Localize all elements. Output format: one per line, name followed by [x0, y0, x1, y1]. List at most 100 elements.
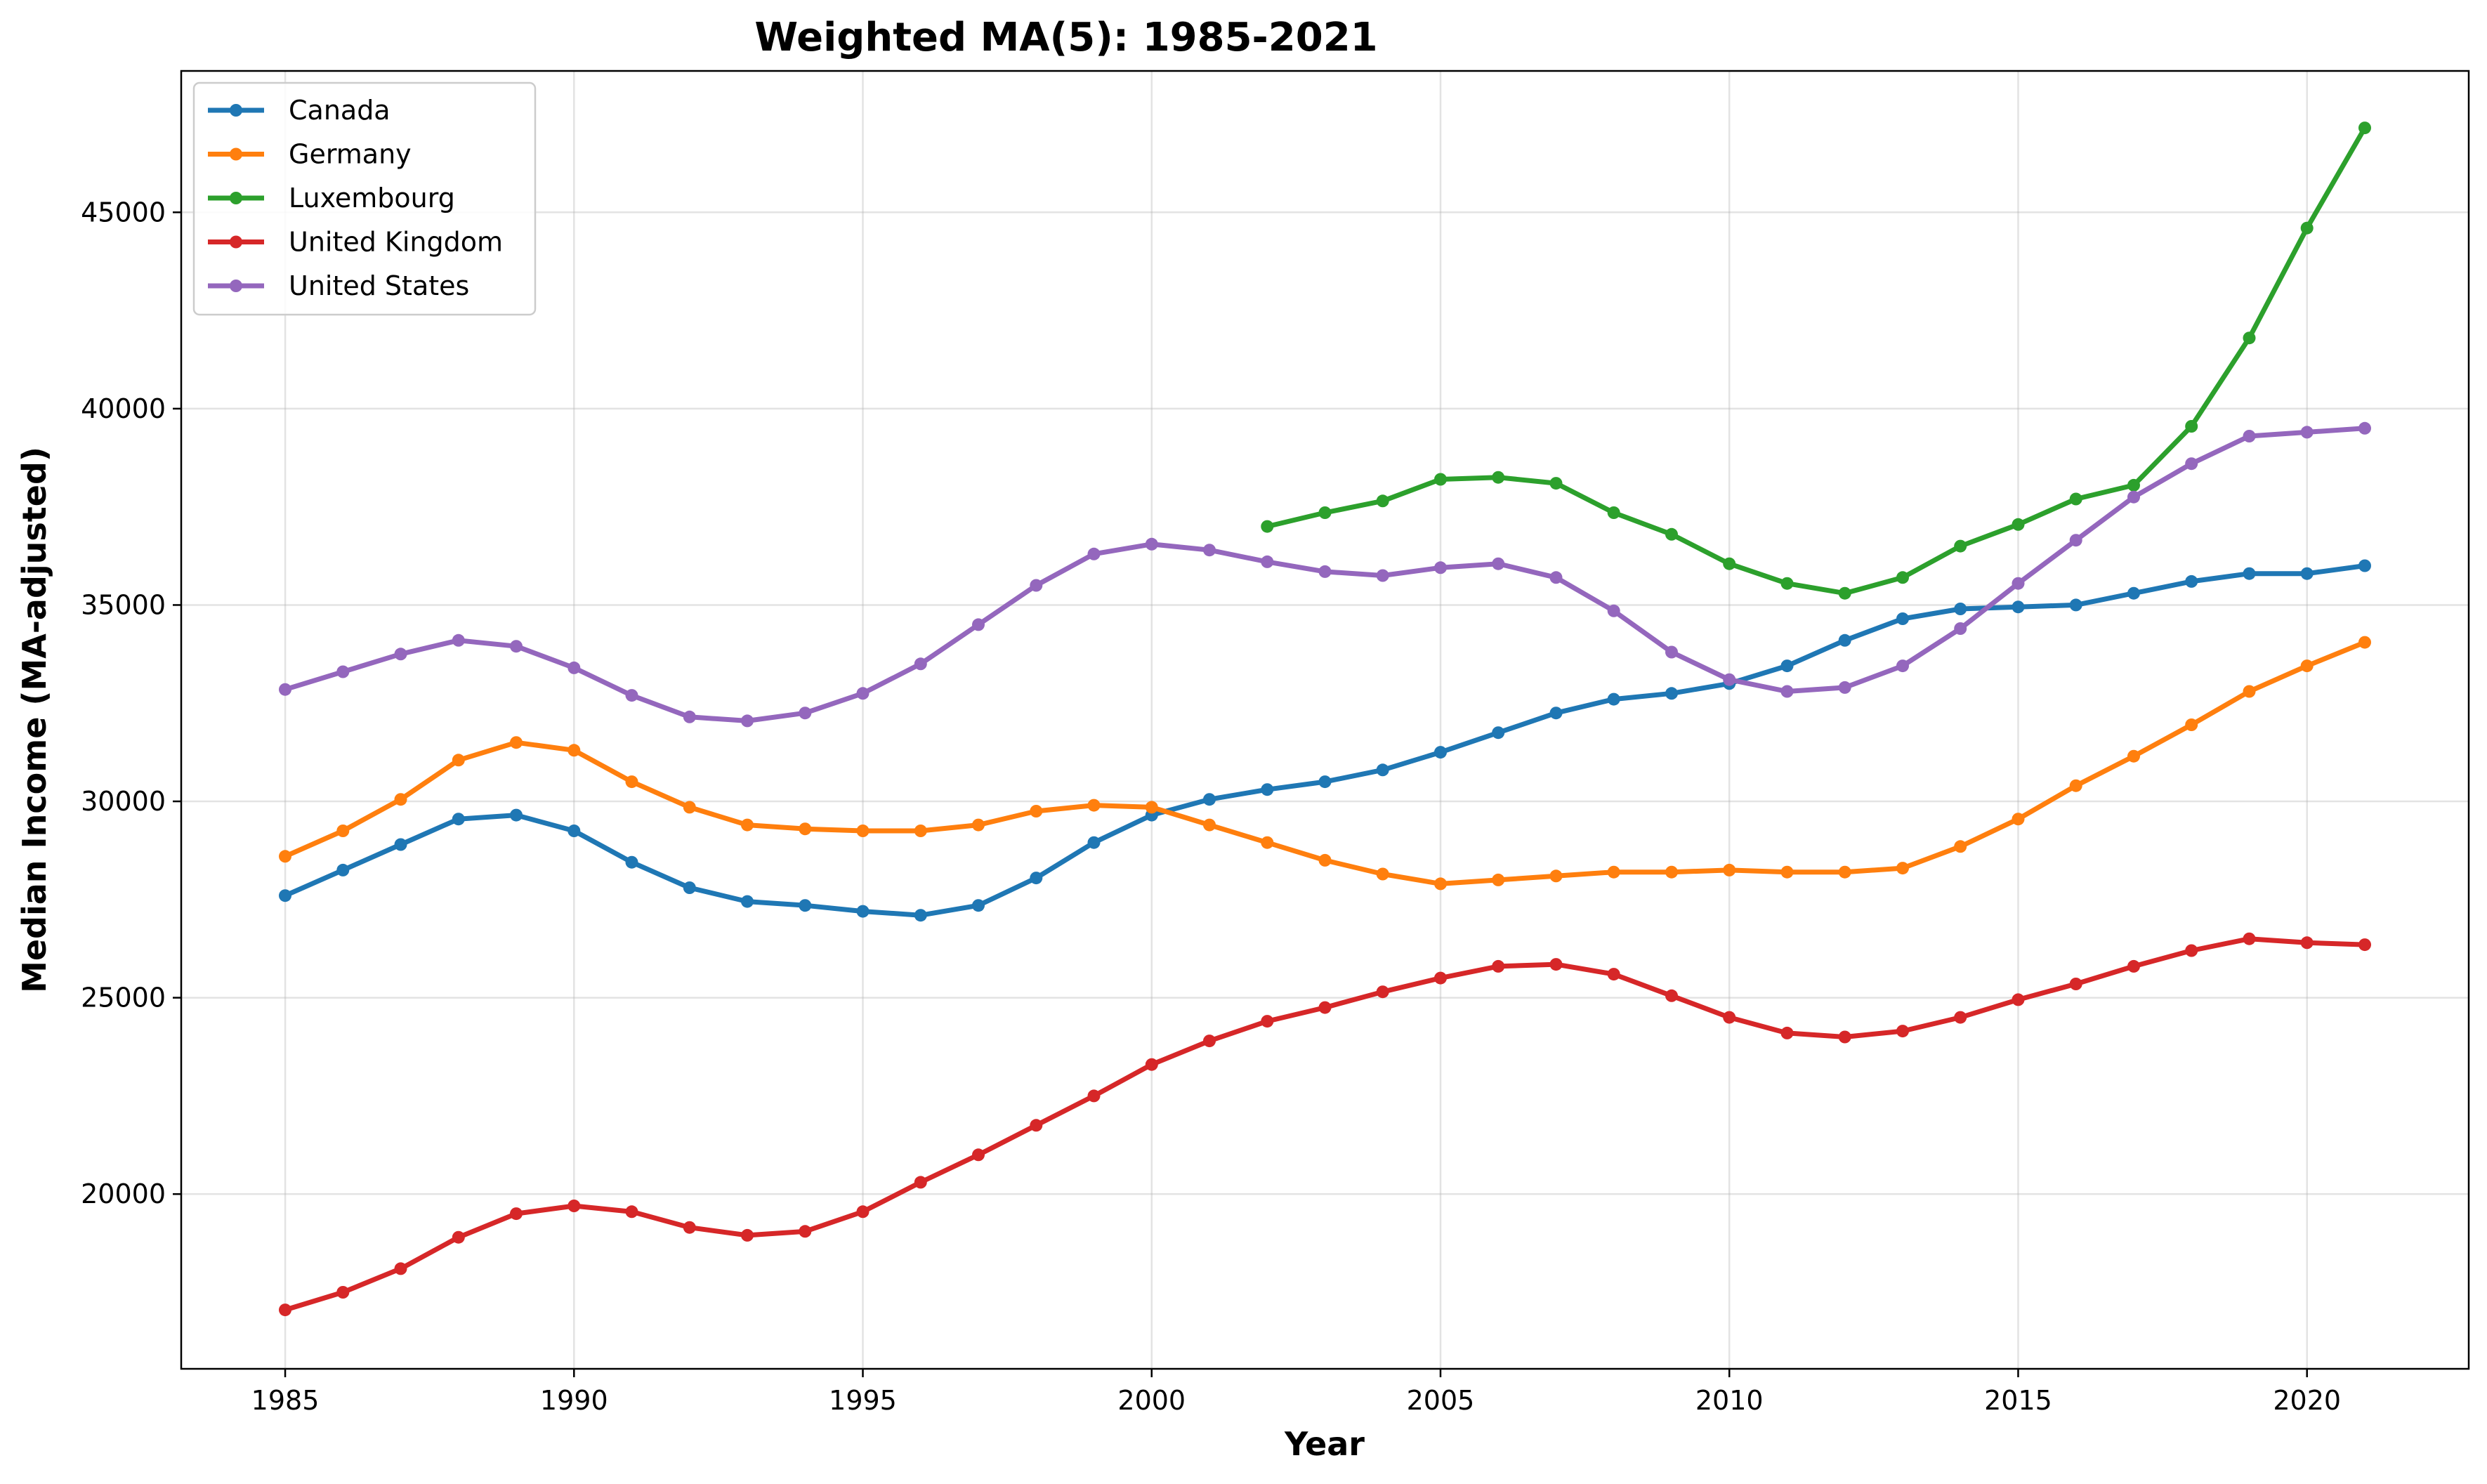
series-united-states [279, 421, 2371, 728]
data-point-canada [1087, 836, 1101, 849]
legend: Canada Germany Luxembourg United Kingdom Uni… [192, 81, 537, 316]
data-point-canada [1896, 612, 1909, 625]
data-point-germany [567, 744, 581, 757]
data-point-germany [1318, 853, 1332, 867]
data-point-germany [1261, 836, 1274, 849]
data-point-germany [2012, 813, 2025, 826]
data-point-united-kingdom [2243, 932, 2256, 945]
data-point-united-kingdom [1492, 959, 1505, 973]
data-point-luxembourg [2300, 221, 2314, 235]
data-point-united-states [452, 633, 465, 647]
x-tick-label: 1985 [251, 1385, 320, 1416]
data-point-germany [1549, 869, 1563, 883]
data-point-luxembourg [1896, 571, 1909, 584]
data-point-germany [2185, 718, 2198, 731]
data-point-united-states [510, 640, 523, 653]
data-point-canada [1607, 692, 1620, 706]
data-point-germany [2358, 636, 2371, 649]
data-point-canada [914, 909, 927, 922]
x-tick-label: 2020 [2273, 1385, 2341, 1416]
data-point-luxembourg [1434, 473, 1447, 486]
data-point-united-states [1954, 622, 1967, 635]
data-point-luxembourg [2358, 122, 2371, 135]
data-point-united-states [1492, 557, 1505, 570]
data-point-united-states [625, 689, 638, 702]
data-point-germany [1838, 865, 1851, 879]
data-point-germany [2300, 659, 2314, 673]
data-point-united-states [1261, 555, 1274, 568]
data-point-germany [2069, 779, 2082, 792]
data-point-united-kingdom [1607, 968, 1620, 981]
y-axis-label: Median Income (MA-adjusted) [15, 447, 53, 993]
data-point-united-states [683, 710, 696, 723]
data-point-luxembourg [1780, 577, 1794, 590]
data-point-united-kingdom [567, 1200, 581, 1212]
data-point-united-kingdom [2127, 959, 2140, 973]
data-point-luxembourg [1723, 557, 1736, 570]
data-point-united-states [2300, 426, 2314, 439]
data-point-germany [452, 754, 465, 767]
y-tick-label: 40000 [81, 393, 166, 424]
data-point-united-kingdom [2185, 944, 2198, 957]
data-point-luxembourg [1318, 506, 1332, 519]
data-point-united-kingdom [279, 1304, 291, 1317]
data-point-canada [1318, 775, 1332, 789]
data-point-germany [2243, 685, 2256, 698]
data-point-canada [856, 905, 870, 918]
data-point-united-states [2069, 534, 2082, 547]
data-point-canada [972, 899, 985, 912]
data-point-canada [1549, 707, 1563, 720]
data-point-luxembourg [2069, 492, 2082, 506]
data-point-united-kingdom [856, 1205, 870, 1219]
data-point-united-states [1896, 659, 1909, 673]
data-point-canada [2185, 574, 2198, 588]
y-tick-label: 25000 [81, 983, 166, 1013]
data-point-luxembourg [1607, 506, 1620, 519]
data-point-germany [2127, 749, 2140, 763]
series-layer [279, 122, 2371, 1317]
data-point-united-states [2012, 577, 2025, 590]
plot-frame [180, 70, 2470, 1370]
data-point-united-kingdom [2069, 978, 2082, 990]
data-point-united-kingdom [1030, 1119, 1043, 1132]
y-tick-label: 35000 [81, 589, 166, 620]
data-point-germany [1896, 862, 1909, 875]
tick-layer: 1985 1990 1995 2000 2005 2010 2015 2020 20000 250… [81, 197, 2341, 1416]
grid-layer [181, 71, 2469, 1369]
legend-label-germany: Germany [289, 139, 412, 170]
data-point-united-kingdom [972, 1148, 985, 1162]
data-point-canada [1780, 659, 1794, 673]
data-point-germany [1434, 877, 1447, 891]
data-point-canada [799, 899, 812, 912]
data-point-united-kingdom [2300, 936, 2314, 950]
data-point-luxembourg [1954, 539, 1967, 553]
series-luxembourg [1261, 122, 2371, 600]
data-point-united-states [1723, 673, 1736, 686]
data-point-united-states [1549, 571, 1563, 584]
data-point-luxembourg [1492, 471, 1505, 484]
data-point-luxembourg [1838, 586, 1851, 600]
data-point-united-kingdom [1145, 1058, 1158, 1071]
data-point-united-states [1838, 681, 1851, 694]
legend-marker-canada [230, 104, 242, 117]
data-point-united-kingdom [1838, 1030, 1851, 1044]
data-point-united-kingdom [394, 1262, 407, 1275]
data-point-united-states [2358, 421, 2371, 435]
data-point-united-states [741, 714, 754, 728]
data-point-canada [2127, 586, 2140, 600]
data-point-luxembourg [2127, 478, 2140, 492]
data-point-germany [1087, 799, 1101, 812]
data-point-united-kingdom [1203, 1035, 1216, 1048]
series-united-kingdom [279, 932, 2371, 1317]
data-point-united-states [1376, 569, 1389, 582]
data-point-united-kingdom [1665, 989, 1678, 1002]
data-point-germany [972, 818, 985, 832]
legend-marker-germany [230, 147, 242, 161]
data-point-canada [741, 895, 754, 908]
data-point-luxembourg [1665, 527, 1678, 541]
data-point-united-kingdom [510, 1207, 523, 1221]
data-point-united-kingdom [1896, 1025, 1909, 1038]
data-point-germany [741, 818, 754, 832]
data-point-canada [452, 813, 465, 826]
data-point-germany [683, 801, 696, 814]
